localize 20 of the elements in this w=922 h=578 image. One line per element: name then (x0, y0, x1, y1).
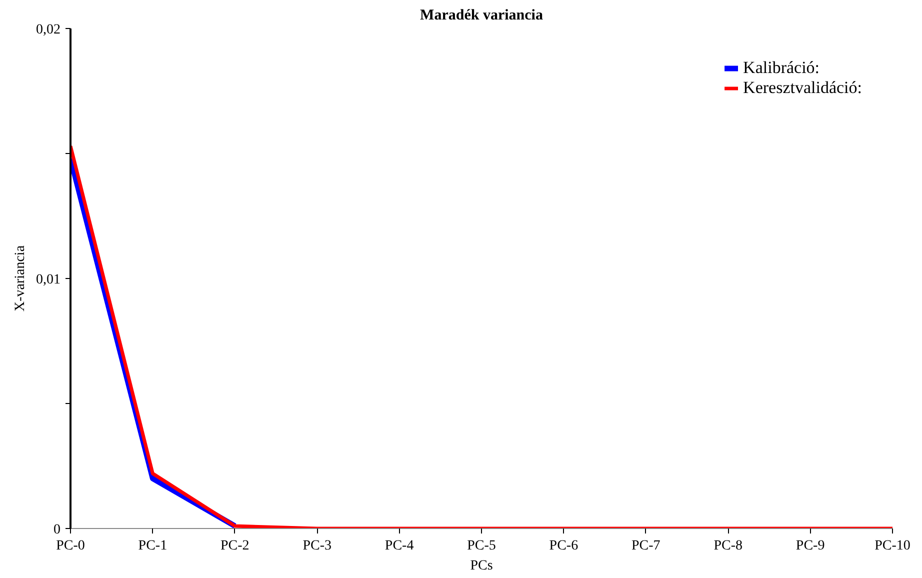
legend-label: Keresztvalidáció: (743, 78, 862, 98)
y-tick-label: 0 (54, 522, 60, 538)
x-tick-label: PC-1 (138, 538, 168, 554)
y-tick-label: 0,02 (36, 22, 60, 38)
x-tick-label: PC-7 (632, 538, 660, 554)
x-tick-label: PC-10 (874, 538, 910, 554)
line-series (70, 144, 892, 528)
x-tick-label: PC-5 (467, 538, 496, 554)
x-tick-label: PC-0 (56, 538, 85, 554)
legend-label: Kalibráció: (743, 58, 820, 78)
x-tick-label: PC-9 (796, 538, 825, 554)
x-tick-label: PC-2 (220, 538, 250, 554)
x-tick-label: PC-6 (549, 538, 578, 554)
x-tick-label: PC-8 (714, 538, 743, 554)
y-axis-title: X-variancia (13, 244, 28, 312)
x-tick-label: PC-4 (384, 538, 414, 554)
x-tick-label: PC-3 (302, 538, 332, 554)
chart-title: Maradék variancia (420, 8, 544, 24)
y-tick-label: 0,01 (36, 272, 60, 288)
x-axis-title: PCs (470, 558, 493, 574)
